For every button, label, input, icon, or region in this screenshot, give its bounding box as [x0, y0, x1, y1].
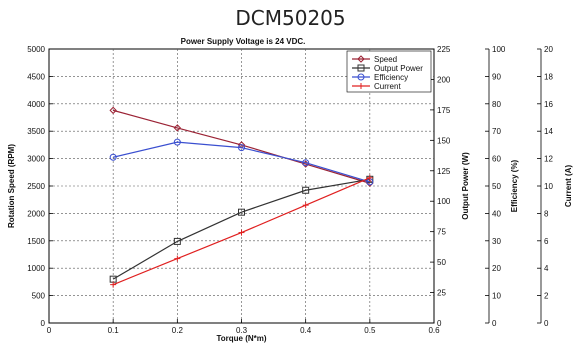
- legend-speed-label: Speed: [374, 55, 397, 64]
- speed-point: [109, 106, 117, 115]
- current-tick-label: 18: [544, 72, 553, 81]
- current-point: [302, 202, 309, 209]
- x-tick-label: 0.2: [172, 326, 184, 335]
- efficiency-tick-label: 40: [492, 209, 501, 218]
- current-point: [174, 255, 181, 262]
- speed-tick-label: 3500: [27, 127, 45, 136]
- efficiency-tick-label: 30: [492, 237, 501, 246]
- current-tick-label: 2: [544, 292, 549, 301]
- grid: [49, 49, 434, 323]
- x-tick-label: 0: [47, 326, 52, 335]
- legend-efficiency-marker: [357, 73, 365, 81]
- speed-axis-title: Rotation Speed (RPM): [7, 144, 16, 228]
- current-point: [110, 281, 117, 288]
- power-tick-label: 25: [437, 289, 446, 298]
- speed-tick-label: 5000: [27, 45, 45, 54]
- power-tick-label: 225: [437, 45, 451, 54]
- efficiency-tick-label: 100: [492, 45, 506, 54]
- efficiency-tick-label: 10: [492, 292, 501, 301]
- power-axis-title: Output Power (W): [461, 152, 470, 220]
- speed-tick-label: 4500: [27, 72, 45, 81]
- chart-title: Power Supply Voltage is 24 VDC.: [181, 37, 306, 46]
- power-tick-label: 100: [437, 197, 451, 206]
- efficiency-point: [173, 138, 181, 146]
- x-tick-label: 0.6: [428, 326, 440, 335]
- current-tick-label: 20: [544, 45, 553, 54]
- efficiency-tick-label: 20: [492, 264, 501, 273]
- speed-tick-label: 0: [41, 319, 46, 328]
- efficiency-point: [302, 159, 310, 167]
- current-tick-label: 10: [544, 182, 553, 191]
- efficiency-tick-label: 60: [492, 155, 501, 164]
- legend-speed-marker: [357, 55, 365, 63]
- page-title: DCM50205: [235, 6, 346, 30]
- x-tick-label: 0.3: [236, 326, 248, 335]
- speed-tick-label: 2500: [27, 182, 45, 191]
- speed-tick-label: 500: [32, 292, 46, 301]
- current-tick-label: 0: [544, 319, 549, 328]
- x-axis-title: Torque (N*m): [216, 334, 266, 343]
- output-power-point: [173, 237, 181, 245]
- current-tick-label: 12: [544, 155, 553, 164]
- x-tick-label: 0.5: [364, 326, 376, 335]
- efficiency-tick-label: 90: [492, 72, 501, 81]
- speed-tick-label: 1000: [27, 264, 45, 273]
- current-tick-label: 6: [544, 237, 549, 246]
- power-tick-label: 50: [437, 258, 446, 267]
- series: [109, 106, 374, 288]
- current-point: [238, 229, 245, 236]
- efficiency-tick-label: 0: [492, 319, 497, 328]
- speed-tick-label: 3000: [27, 155, 45, 164]
- current-point: [366, 174, 373, 181]
- output-power-point: [238, 208, 245, 216]
- legend-output-power-marker: [357, 64, 365, 72]
- current-axis-title: Current (A): [564, 165, 573, 208]
- power-tick-label: 75: [437, 228, 446, 237]
- efficiency-tick-label: 70: [492, 127, 501, 136]
- efficiency-point: [238, 144, 245, 152]
- efficiency-tick-label: 80: [492, 100, 501, 109]
- current-tick-label: 4: [544, 264, 549, 273]
- power-tick-label: 200: [437, 75, 451, 84]
- speed-tick-label: 2000: [27, 209, 45, 218]
- efficiency-series-line: [113, 141, 371, 183]
- efficiency-tick-label: 50: [492, 182, 501, 191]
- legend-current-marker: [358, 83, 364, 89]
- output-power-point: [302, 186, 310, 194]
- speed-point: [173, 124, 182, 132]
- current-tick-label: 16: [544, 100, 553, 109]
- legend-output-power-label: Output Power: [374, 64, 423, 73]
- power-tick-label: 150: [437, 136, 451, 145]
- output-power-series-line: [112, 178, 370, 280]
- legend-current-label: Current: [374, 82, 401, 91]
- speed-tick-label: 1500: [27, 237, 45, 246]
- efficiency-point: [109, 153, 117, 161]
- x-tick-label: 0.1: [108, 326, 120, 335]
- speed-tick-label: 4000: [27, 100, 45, 109]
- x-tick-label: 0.4: [300, 326, 312, 335]
- efficiency-axis-title: Efficiency (%): [510, 159, 519, 212]
- current-tick-label: 8: [544, 209, 549, 218]
- power-tick-label: 175: [437, 106, 451, 115]
- current-tick-label: 14: [544, 127, 553, 136]
- legend-efficiency-label: Efficiency: [374, 73, 408, 82]
- power-tick-label: 125: [437, 167, 451, 176]
- power-tick-label: 0: [437, 319, 442, 328]
